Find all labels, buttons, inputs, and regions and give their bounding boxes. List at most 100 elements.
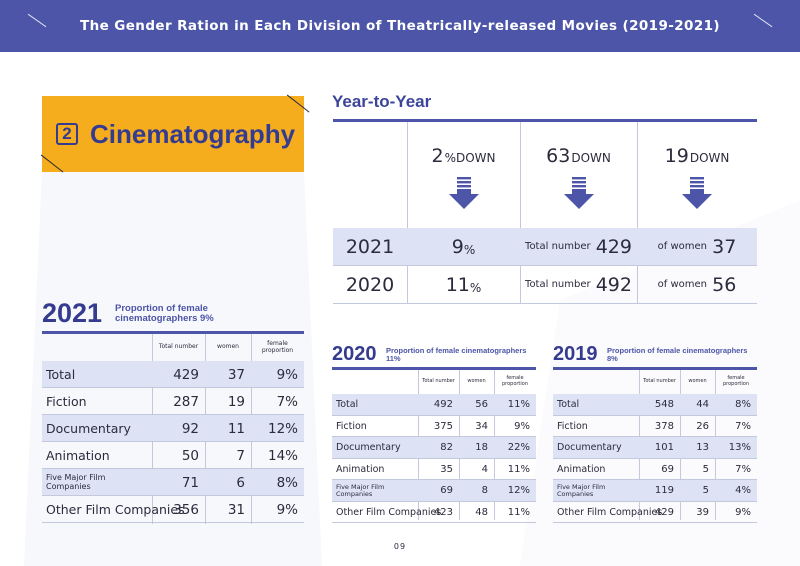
table-row: Other Film Companies 356 31 9% — [42, 496, 304, 523]
proportion-value: 11% — [507, 506, 530, 518]
row-label: Other Film Companies — [557, 506, 663, 518]
women-value: 37 — [227, 366, 245, 383]
change-unit: %DOWN — [444, 151, 496, 165]
proportion-value: 13% — [728, 442, 751, 454]
table-year: 2021 — [42, 298, 103, 328]
proportion-value: 11% — [507, 463, 530, 475]
row-label: Other Film Companies — [336, 506, 442, 518]
row-rule — [333, 265, 757, 266]
total-label: Total number — [525, 279, 591, 290]
row-rule — [42, 522, 304, 523]
row-rule — [42, 387, 304, 388]
table-year: 2019 — [553, 343, 598, 365]
change-value: 19 — [664, 145, 689, 167]
row-rule — [553, 436, 757, 437]
row-label: Documentary — [557, 442, 622, 454]
table-row: Documentary 101 13 13% — [553, 437, 757, 459]
total-value: 50 — [181, 447, 199, 464]
total-value: 429 — [654, 506, 674, 518]
proportion-value: 11 — [445, 273, 470, 296]
row-rule — [553, 457, 757, 459]
women-value: 6 — [236, 474, 245, 491]
row-rule — [42, 468, 304, 469]
women-value: 8 — [481, 485, 488, 497]
page-number: 09 — [393, 542, 407, 551]
change-value: 2 — [431, 145, 444, 167]
row-rule — [553, 500, 757, 502]
row-label: Fiction — [336, 420, 367, 432]
column-header-women: women — [688, 378, 707, 384]
women-value: 5 — [702, 463, 709, 475]
women-value: 13 — [696, 442, 709, 454]
column-header-proportion: female proportion — [501, 375, 529, 387]
row-label: Five Major Film Companies — [46, 472, 106, 491]
total-value: 69 — [661, 463, 674, 475]
section-title: Cinematography — [90, 118, 296, 149]
row-label: Total — [336, 399, 359, 411]
proportion-value: 8% — [735, 399, 751, 411]
table-row: Documentary 82 18 22% — [332, 437, 536, 459]
women-value: 19 — [227, 393, 245, 410]
row-rule — [42, 441, 304, 442]
row-rule — [553, 414, 757, 416]
proportion-value: 12% — [507, 485, 530, 497]
women-value: 39 — [696, 506, 709, 518]
women-cell: of women 37 — [637, 228, 757, 265]
table-row: Animation 35 4 11% — [332, 459, 536, 480]
proportion-value: 7% — [735, 463, 751, 475]
proportion-value: 9% — [735, 506, 751, 518]
proportion-cell: 11% — [407, 266, 520, 303]
table-top-rule — [333, 119, 757, 122]
proportion-value: 7% — [735, 420, 751, 432]
row-rule — [332, 522, 536, 523]
table-row: Fiction 287 19 7% — [42, 388, 304, 415]
total-value: 356 — [173, 501, 199, 518]
year-label: 2021 — [345, 235, 395, 258]
proportion-value: 4% — [735, 485, 751, 497]
change-value: 63 — [546, 145, 571, 167]
section-heading: 2 Cinematography — [56, 112, 295, 156]
row-rule — [42, 414, 304, 415]
women-value: 11 — [227, 420, 245, 437]
row-label: Fiction — [557, 420, 588, 432]
table-top-rule — [553, 367, 757, 370]
women-value: 56 — [475, 399, 488, 411]
table-row: Total 548 44 8% — [553, 394, 757, 416]
table-row: Other Film Companies 429 39 9% — [553, 502, 757, 523]
total-value: 287 — [173, 393, 199, 410]
total-value: 375 — [433, 420, 453, 432]
row-label: Documentary — [336, 442, 401, 454]
total-value: 119 — [654, 485, 674, 497]
total-cell: Total number 429 — [520, 228, 637, 265]
change-unit: DOWN — [689, 151, 730, 165]
total-value: 71 — [181, 474, 199, 491]
table-2020: 2020 Proportion of female cinematographe… — [332, 343, 536, 523]
table-row: Animation 50 7 14% — [42, 442, 304, 469]
table-row: Five Major Film Companies 69 8 12% — [332, 480, 536, 502]
total-value: 101 — [654, 442, 674, 454]
table-subtitle: Proportion of female cinematographers 11… — [386, 346, 527, 364]
down-arrow-icon — [449, 177, 479, 209]
total-value: 429 — [173, 366, 199, 383]
column-divider — [407, 122, 408, 304]
proportion-value: 9% — [276, 501, 298, 518]
proportion-value: 11% — [507, 399, 530, 411]
year-row-2020: 2020 11% Total number 492 of women 56 — [333, 266, 757, 304]
women-label: of women — [657, 241, 708, 252]
row-label: Total — [46, 367, 76, 382]
percent-sign: % — [469, 280, 482, 295]
total-value: 92 — [181, 420, 199, 437]
year-to-year-table: 2 %DOWN 63 DOWN 19 DOWN 2021 9% Tota — [333, 119, 757, 304]
row-label: Five Major Film Companies — [336, 482, 385, 498]
column-header-proportion: female proportion — [722, 375, 750, 387]
row-rule — [332, 479, 536, 480]
proportion-value: 9% — [276, 366, 298, 383]
table-row: Other Film Companies 423 48 11% — [332, 502, 536, 523]
proportion-value: 14% — [267, 447, 298, 464]
total-value: 69 — [440, 485, 453, 497]
total-label: Total number — [525, 241, 591, 252]
proportion-value: 7% — [276, 393, 298, 410]
down-arrow-icon — [564, 177, 594, 209]
total-cell: Total number 492 — [520, 266, 637, 303]
table-2019: 2019 Proportion of female cinematographe… — [553, 343, 757, 523]
